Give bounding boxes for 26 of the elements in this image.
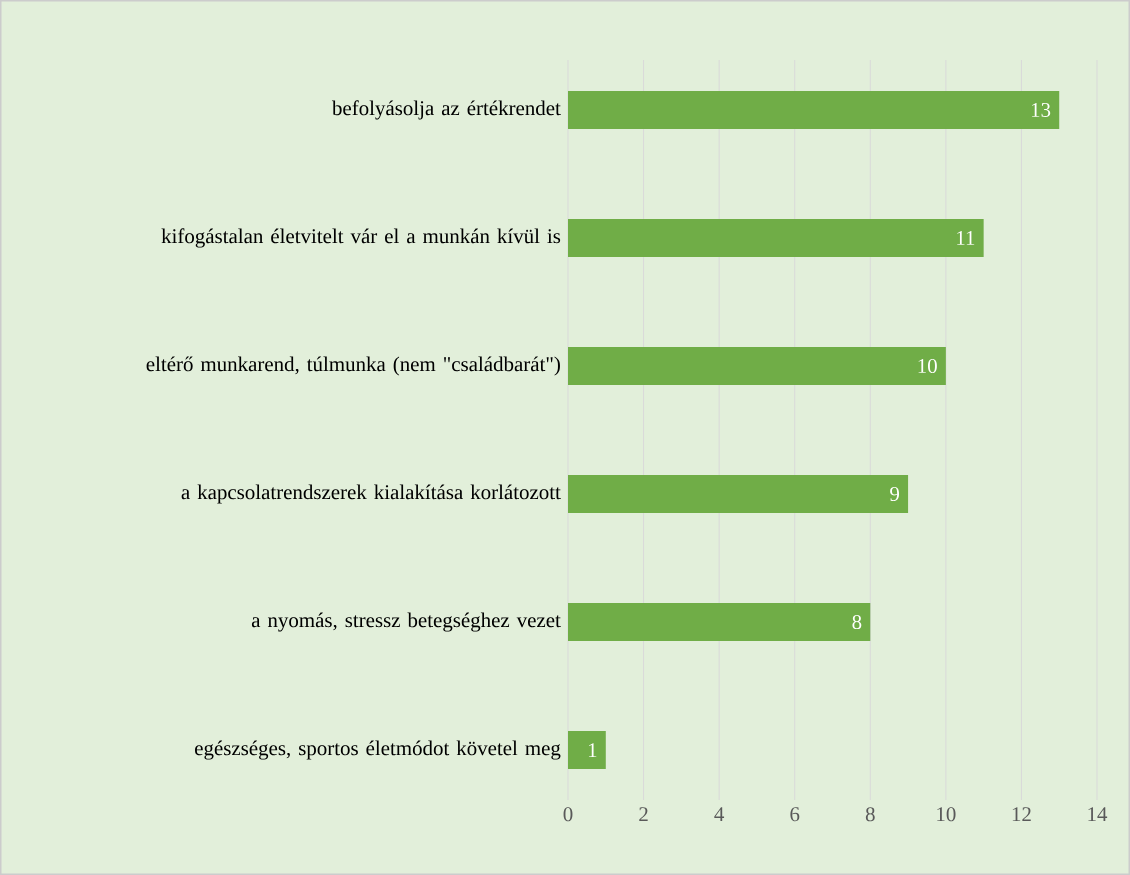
y-tick-label: kifogástalan életvitelt vár el a munkán kívül is xyxy=(161,228,561,248)
y-tick-label: egészséges, sportos életmódot követel meg xyxy=(195,740,561,760)
x-tick-label: 4 xyxy=(714,807,725,821)
bar xyxy=(568,475,909,514)
y-tick-label: a nyomás, stressz betegséghez vezet xyxy=(251,612,561,632)
x-tick-label: 14 xyxy=(1088,807,1108,821)
y-tick-label: befolyásolja az értékrendet xyxy=(331,100,561,120)
bar xyxy=(568,603,871,642)
bar xyxy=(568,731,606,770)
data-label: 9 xyxy=(890,486,900,502)
data-label: 11 xyxy=(957,231,975,245)
y-tick-label: eltérő munkarend, túlmunka (nem "családbarát") xyxy=(146,356,560,376)
data-label: 10 xyxy=(918,358,937,374)
x-tick-label: 10 xyxy=(937,807,956,822)
data-label: 1 xyxy=(588,743,597,757)
x-tick-label: 6 xyxy=(790,807,800,822)
bar xyxy=(568,346,946,385)
x-tick-label: 0 xyxy=(563,807,573,822)
data-label: 8 xyxy=(852,615,862,630)
x-tick-label: 12 xyxy=(1012,807,1031,822)
x-tick-label: 8 xyxy=(865,807,875,822)
bar xyxy=(568,90,1060,129)
data-label: 13 xyxy=(1031,102,1051,117)
x-tick-label: 2 xyxy=(639,807,648,822)
bar xyxy=(568,218,984,257)
y-tick-label: a kapcsolatrendszerek kialakítása korlátozott xyxy=(181,484,561,504)
